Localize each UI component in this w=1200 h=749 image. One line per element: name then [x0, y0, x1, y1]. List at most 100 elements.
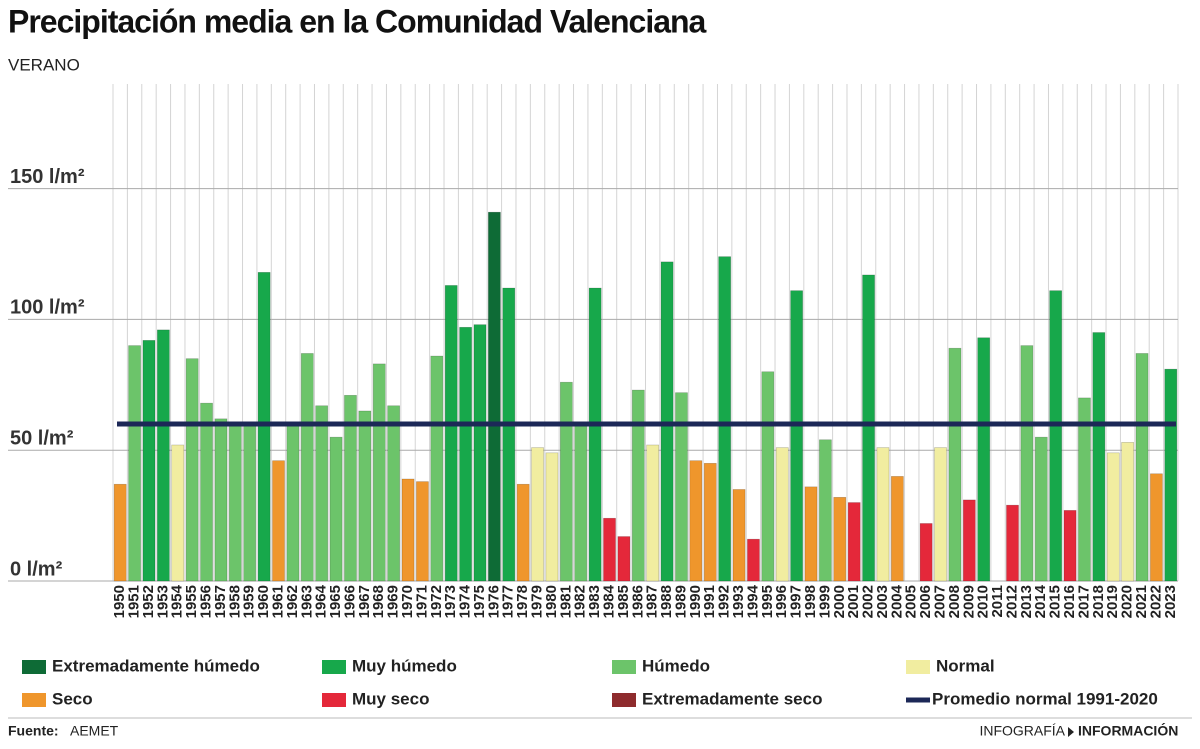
x-tick-label: 2003	[874, 585, 891, 618]
x-tick-label: 2018	[1090, 585, 1107, 618]
bar	[646, 444, 660, 582]
x-tick-label: 1984	[600, 584, 617, 618]
credit-arrow	[1068, 727, 1074, 737]
bar	[1034, 436, 1048, 582]
x-tick-label: 1950	[111, 585, 128, 618]
x-tick-label: 1953	[154, 585, 171, 618]
x-tick-label: 1999	[816, 585, 833, 618]
bar	[171, 444, 185, 582]
bar	[344, 394, 357, 582]
bar	[603, 517, 616, 582]
bar	[531, 447, 544, 582]
source-label: Fuente:	[8, 723, 59, 739]
y-tick-label: 150 l/m²	[10, 166, 85, 188]
bar	[1092, 332, 1106, 582]
x-tick-label: 1979	[529, 585, 546, 618]
x-tick-label: 1995	[759, 585, 776, 618]
legend-label: Promedio normal 1991-2020	[932, 689, 1158, 708]
x-tick-label: 2009	[960, 585, 977, 618]
x-tick-label: 1967	[356, 585, 373, 618]
bar	[588, 287, 602, 582]
x-tick-label: 1960	[255, 585, 272, 618]
x-tick-label: 1992	[716, 585, 733, 618]
x-tick-label: 2007	[932, 585, 949, 618]
legend: Extremadamente húmedo Muy húmedo Húmedo Nor…	[22, 656, 1158, 708]
x-tick-label: 1959	[241, 585, 258, 618]
bar	[1121, 442, 1134, 582]
bar	[1164, 368, 1178, 582]
bar	[833, 496, 847, 582]
x-tick-label: 2006	[917, 585, 934, 618]
bar	[1106, 452, 1120, 582]
bar	[819, 439, 832, 582]
bar	[891, 476, 904, 582]
bar	[1150, 473, 1163, 582]
bar	[559, 381, 573, 582]
x-tick-label: 1990	[687, 585, 704, 618]
bar	[790, 290, 803, 582]
x-tick-label: 2001	[845, 585, 862, 618]
bar	[660, 261, 674, 582]
x-tick-label: 2011	[989, 585, 1006, 618]
x-tick-label: 2000	[831, 585, 848, 618]
bar	[228, 423, 242, 582]
x-tick-label: 1993	[730, 585, 747, 618]
x-tick-label: 2022	[1147, 585, 1164, 618]
x-tick-label: 1986	[629, 585, 646, 618]
bar	[732, 489, 746, 582]
bar	[372, 363, 386, 582]
bar	[761, 371, 775, 582]
legend-swatch	[906, 660, 930, 674]
legend-swatch	[322, 693, 346, 707]
legend-label: Extremadamente seco	[642, 689, 822, 708]
x-tick-label: 2002	[860, 585, 877, 618]
bar	[977, 337, 991, 582]
x-tick-label: 1981	[557, 585, 574, 618]
legend-label: Muy seco	[352, 689, 429, 708]
bar	[459, 326, 472, 582]
x-tick-label: 2019	[1104, 585, 1121, 618]
x-tick-label: 1978	[514, 585, 531, 618]
bar	[1078, 397, 1091, 582]
x-tick-label: 1989	[672, 585, 689, 618]
x-tick-label: 1980	[543, 585, 560, 618]
bar	[574, 423, 588, 582]
bar	[689, 460, 703, 582]
bar	[300, 353, 314, 582]
bar	[962, 499, 976, 582]
bar	[243, 423, 257, 582]
bar	[862, 274, 875, 582]
bar	[315, 405, 329, 582]
x-tick-label: 1976	[485, 585, 502, 618]
x-tick-label: 2014	[1032, 584, 1049, 618]
x-tick-label: 1998	[802, 585, 819, 618]
x-tick-label: 2012	[1003, 585, 1020, 618]
bar	[747, 538, 760, 582]
x-tick-label: 2015	[1047, 585, 1064, 618]
x-tick-label: 1971	[413, 585, 430, 618]
x-tick-label: 2004	[888, 584, 905, 618]
bar	[113, 483, 127, 582]
bar	[1020, 345, 1034, 582]
x-tick-label: 1983	[586, 585, 603, 618]
bar	[444, 285, 458, 582]
x-tick-label: 1975	[471, 585, 488, 618]
x-tick-label: 1988	[658, 585, 675, 618]
x-tick-label: 1966	[341, 585, 358, 618]
legend-label: Extremadamente húmedo	[52, 656, 260, 675]
bar	[401, 478, 415, 582]
x-tick-label: 1991	[701, 585, 718, 618]
bar	[948, 347, 962, 582]
x-tick-label: 1968	[370, 585, 387, 618]
chart-title: Precipitación media en la Comunidad Vale…	[8, 3, 707, 39]
y-tick-label: 50 l/m²	[10, 427, 74, 449]
x-tick-label: 2017	[1075, 585, 1092, 618]
x-tick-label: 1957	[212, 585, 229, 618]
x-tick-label: 1952	[140, 585, 157, 618]
legend-label: Seco	[52, 689, 93, 708]
x-tick-label: 1977	[500, 585, 517, 618]
bar	[718, 256, 732, 582]
bar	[847, 502, 861, 582]
credit-right: INFORMACIÓN	[1078, 722, 1178, 739]
bar	[416, 481, 429, 582]
